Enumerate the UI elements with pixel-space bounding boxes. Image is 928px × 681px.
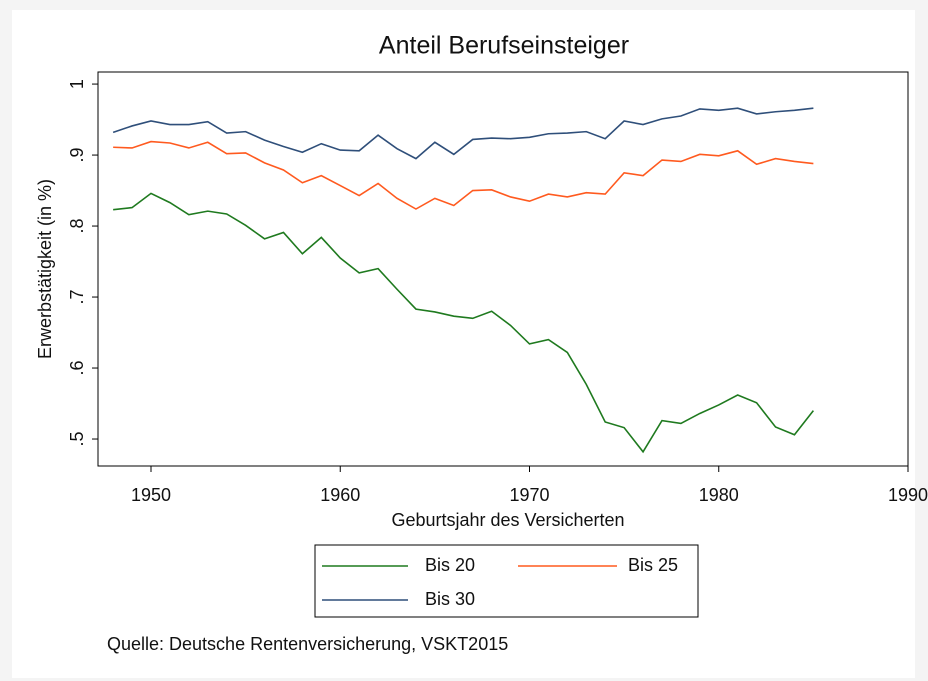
y-tick-label: .7 — [67, 290, 87, 305]
legend-label: Bis 20 — [425, 555, 475, 575]
series-line — [113, 140, 814, 210]
y-tick-label: .5 — [67, 432, 87, 447]
y-tick-label: 1 — [67, 79, 87, 89]
plot-frame — [97, 71, 909, 467]
legend-box — [314, 544, 699, 618]
x-tick-label: 1950 — [131, 485, 171, 505]
x-tick-label: 1990 — [888, 485, 928, 505]
source-note: Quelle: Deutsche Rentenversicherung, VSK… — [107, 634, 508, 654]
y-tick-label: .9 — [67, 148, 87, 163]
y-tick-label: .8 — [67, 219, 87, 234]
y-axis-label: Erwerbstätigkeit (in %) — [35, 179, 55, 359]
series-line — [112, 107, 814, 160]
x-tick-label: 1980 — [699, 485, 739, 505]
y-tick-label: .6 — [67, 361, 87, 376]
x-axis-label: Geburtsjahr des Versicherten — [391, 510, 624, 530]
x-tick-label: 1960 — [320, 485, 360, 505]
legend-label: Bis 25 — [628, 555, 678, 575]
chart-title: Anteil Berufseinsteiger — [379, 32, 629, 60]
series-line — [113, 192, 815, 454]
x-tick-label: 1970 — [509, 485, 549, 505]
legend-label: Bis 30 — [425, 589, 475, 609]
